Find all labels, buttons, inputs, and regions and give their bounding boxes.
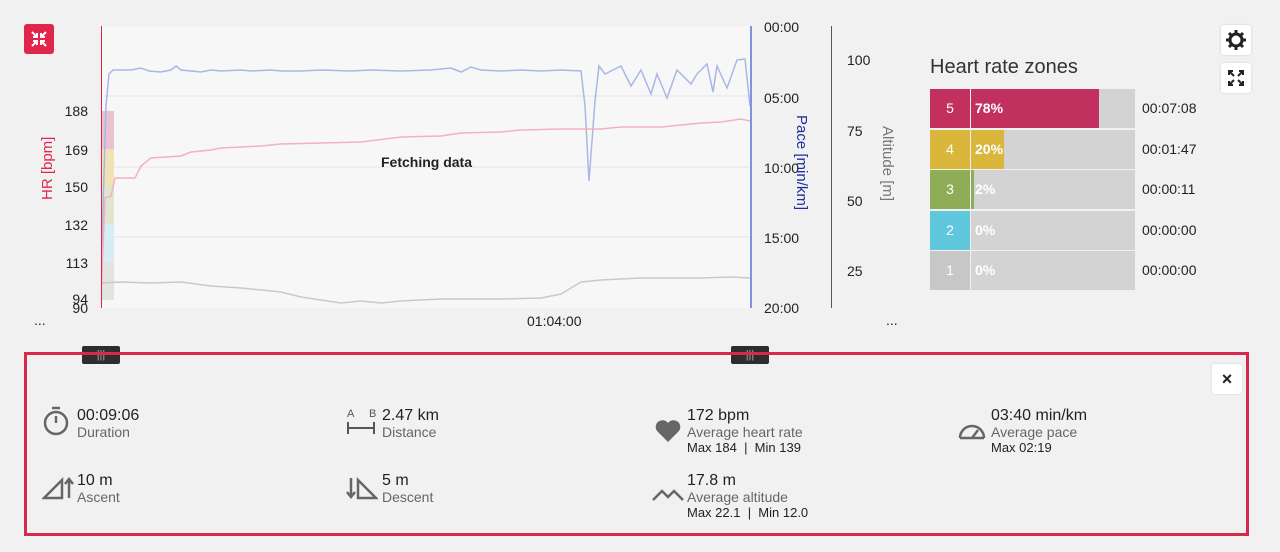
altitude-tick: 75 (847, 123, 863, 139)
pace-label: Average pace (991, 424, 1078, 440)
zone-percent: 0% (975, 221, 996, 238)
heart-rate-value: 172 bpm (687, 407, 750, 424)
pace-series-line (101, 58, 750, 277)
ascent-label: Ascent (77, 489, 120, 505)
zone-time: 00:01:47 (1142, 140, 1197, 157)
altitude-series-line (101, 276, 750, 304)
zone-percent: 0% (975, 262, 996, 278)
pace-max: Max 02:19 (991, 440, 1052, 455)
hr-tick: 169 (64, 142, 88, 158)
collapse-chart-button[interactable] (24, 24, 54, 54)
zone-row: 5 78% (930, 89, 1135, 128)
hr-zone2-band (102, 224, 114, 262)
range-handle-left[interactable]: ||| (82, 346, 120, 364)
descent-icon (346, 476, 378, 500)
duration-value: 00:09:06 (77, 407, 140, 424)
zone-percent: 78% (975, 100, 1004, 116)
altitude-minmax: Max 22.1 | Min 12.0 (687, 505, 809, 520)
distance-icon (347, 422, 375, 434)
altitude-tick: 100 (847, 52, 871, 68)
expand-icon (1228, 70, 1244, 86)
altitude-axis-line (831, 26, 832, 308)
chart-plot-area[interactable] (101, 26, 750, 308)
hr-tick: 132 (64, 217, 88, 233)
hr-tick: 94 (72, 291, 88, 307)
zone-bar-track: 20% (971, 129, 1135, 169)
mountain-icon (652, 489, 684, 501)
zone-percent: 20% (975, 140, 1004, 157)
heart-icon (655, 420, 681, 442)
hr-series-line (101, 118, 750, 297)
range-handle-right[interactable]: ||| (731, 346, 769, 364)
speedometer-icon (958, 424, 986, 440)
zone-bar-track: 2% (971, 170, 1135, 209)
zone-bar-fill (971, 89, 1099, 128)
zone-number: 5 (930, 89, 970, 128)
zone-number: 3 (930, 170, 970, 209)
pace-tick: 10:00 (764, 160, 800, 176)
zone-bar-fill (971, 170, 975, 209)
pace-value: 03:40 min/km (991, 407, 1088, 424)
stopwatch-icon (43, 406, 69, 436)
zone-row: 2 0% (930, 210, 1135, 250)
altitude-label: Average altitude (687, 489, 788, 505)
heart-rate-zones-title: Heart rate zones (930, 56, 1078, 78)
ascent-value: 10 m (77, 472, 113, 489)
pace-tick: 00:00 (764, 19, 800, 35)
altitude-tick: 25 (847, 263, 863, 279)
heart-rate-minmax: Max 184 | Min 139 (687, 440, 801, 455)
pace-axis-label: Pace [min/km] (793, 115, 810, 211)
duration-label: Duration (77, 424, 130, 440)
hr-tick: 90 (72, 300, 88, 316)
zone-row: 1 0% (930, 251, 1135, 290)
zone-bar-track: 0% (971, 210, 1135, 250)
fullscreen-button[interactable] (1221, 63, 1251, 93)
altitude-axis-label: Altitude [m] (879, 126, 896, 202)
hr-tick: 150 (64, 179, 88, 195)
settings-button[interactable] (1221, 25, 1251, 55)
time-axis-label: 01:04:00 (527, 313, 582, 329)
selection-summary-panel (24, 352, 1249, 536)
scroll-right-more[interactable]: ... (886, 312, 898, 328)
pace-axis-line (750, 26, 752, 308)
chart-lines (101, 58, 750, 304)
collapse-icon (31, 31, 47, 47)
pace-tick: 15:00 (764, 230, 800, 246)
scroll-left-more[interactable]: ... (34, 312, 46, 328)
hr-zone5-band (102, 111, 114, 149)
descent-value: 5 m (382, 472, 409, 489)
pace-tick: 20:00 (764, 300, 800, 316)
zone-time: 00:07:08 (1142, 100, 1197, 116)
altitude-value: 17.8 m (687, 472, 736, 489)
close-summary-button[interactable]: × (1212, 364, 1242, 394)
hr-axis-line (101, 26, 102, 308)
zone-percent: 2% (975, 181, 996, 197)
distance-a-label: A (347, 408, 355, 420)
fetching-data-text: Fetching data (381, 154, 473, 170)
zone-time: 00:00:00 (1142, 262, 1197, 278)
distance-value: 2.47 km (382, 407, 439, 424)
zone-time: 00:00:11 (1142, 181, 1196, 197)
zone-bar-track: 0% (971, 251, 1135, 290)
altitude-tick: 50 (847, 193, 863, 209)
zone-time: 00:00:00 (1142, 221, 1197, 238)
zone-bar-fill (971, 129, 1004, 169)
hr-axis-label: HR [bpm] (39, 136, 56, 200)
distance-b-label: B (369, 408, 377, 420)
zone-number: 4 (930, 129, 970, 169)
ascent-icon (42, 476, 74, 500)
pace-tick: 05:00 (764, 90, 800, 106)
zone-number: 1 (930, 251, 970, 290)
hr-zone1-band (102, 262, 114, 300)
hr-tick: 113 (65, 255, 88, 271)
hr-tick: 188 (64, 103, 88, 119)
heart-rate-label: Average heart rate (687, 424, 803, 440)
zone-number: 2 (930, 210, 970, 250)
zone-bar-track: 78% (971, 89, 1135, 128)
gear-icon (1226, 30, 1246, 50)
distance-label: Distance (382, 424, 437, 440)
descent-label: Descent (382, 489, 434, 505)
zone-row: 3 2% (930, 170, 1135, 209)
zone-row: 4 20% (930, 129, 1135, 169)
